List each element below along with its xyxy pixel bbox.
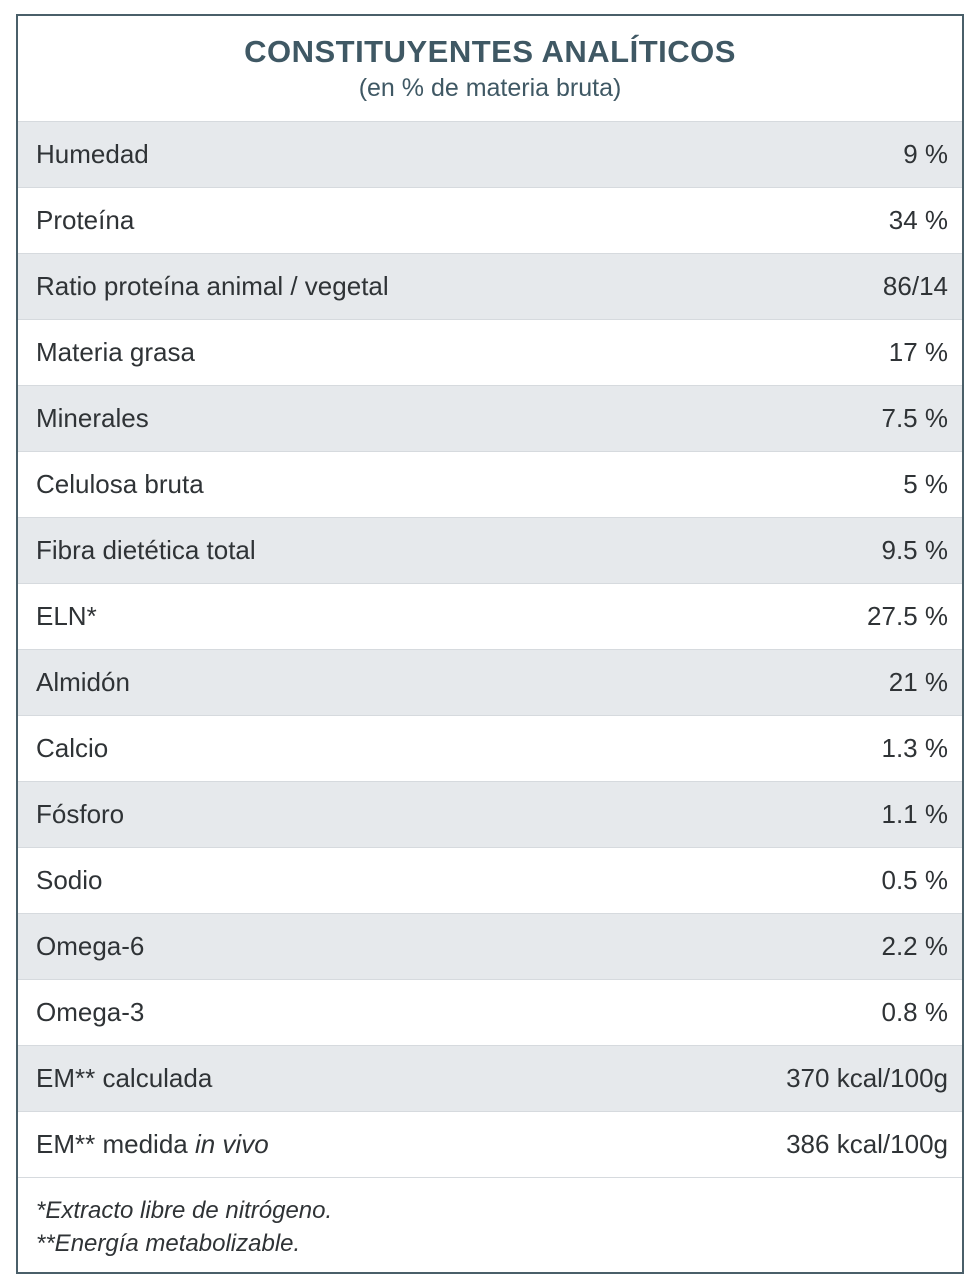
table-row: Omega-6 2.2 %	[18, 914, 962, 980]
row-value: 0.5 %	[881, 865, 949, 895]
row-value: 1.1 %	[881, 799, 949, 829]
footnotes: *Extracto libre de nitrógeno. **Energía …	[18, 1178, 962, 1260]
row-value: 0.8 %	[881, 997, 949, 1027]
row-label: ELN*	[36, 601, 97, 631]
row-label: Sodio	[36, 865, 103, 895]
table-row: Humedad 9 %	[18, 122, 962, 188]
row-value: 21 %	[888, 667, 948, 697]
analytical-constituents-table: CONSTITUYENTES ANALÍTICOS (en % de mater…	[16, 14, 964, 1274]
footnote-eln: *Extracto libre de nitrógeno.	[36, 1197, 333, 1224]
row-value: 34 %	[888, 205, 948, 235]
row-value: 17 %	[888, 337, 948, 367]
row-label: Fibra dietética total	[36, 535, 256, 565]
row-value: 386 kcal/100g	[786, 1129, 948, 1159]
row-value: 9 %	[903, 139, 948, 169]
table-row: Almidón 21 %	[18, 650, 962, 716]
table-row: Fósforo 1.1 %	[18, 782, 962, 848]
table-row: Proteína 34 %	[18, 188, 962, 254]
table-row: Ratio proteína animal / vegetal 86/14	[18, 254, 962, 320]
table-row: Sodio 0.5 %	[18, 848, 962, 914]
row-value: 5 %	[903, 469, 948, 499]
table-row: Calcio 1.3 %	[18, 716, 962, 782]
table-row: EM** medida in vivo 386 kcal/100g	[18, 1112, 962, 1178]
row-label: EM** medida in vivo	[36, 1129, 269, 1160]
table-row: Celulosa bruta 5 %	[18, 452, 962, 518]
row-label-prefix: EM** medida	[36, 1129, 195, 1159]
table-title: CONSTITUYENTES ANALÍTICOS	[244, 34, 736, 69]
row-value: 27.5 %	[867, 601, 948, 631]
table-row: Fibra dietética total 9.5 %	[18, 518, 962, 584]
table-header: CONSTITUYENTES ANALÍTICOS (en % de mater…	[18, 16, 962, 122]
row-label: Minerales	[36, 403, 149, 433]
row-label: Calcio	[36, 733, 109, 763]
row-label: Fósforo	[36, 799, 125, 829]
row-value: 86/14	[882, 271, 948, 301]
row-label: Celulosa bruta	[36, 469, 204, 499]
table-row: ELN* 27.5 %	[18, 584, 962, 650]
row-value: 2.2 %	[881, 931, 949, 961]
row-label: Almidón	[36, 667, 130, 697]
row-label: Proteína	[36, 205, 135, 235]
row-value: 7.5 %	[881, 403, 949, 433]
row-value: 9.5 %	[881, 535, 949, 565]
row-label: Omega-3	[36, 997, 145, 1027]
table-row: Minerales 7.5 %	[18, 386, 962, 452]
table-subtitle: (en % de materia bruta)	[358, 74, 622, 102]
row-value: 1.3 %	[881, 733, 949, 763]
table-body: Humedad 9 % Proteína 34 % Ratio proteína…	[18, 122, 962, 1178]
row-label: EM** calculada	[36, 1063, 213, 1093]
table-row: Omega-3 0.8 %	[18, 980, 962, 1046]
table-row: Materia grasa 17 %	[18, 320, 962, 386]
row-label-italic: in vivo	[194, 1129, 269, 1159]
row-label: Materia grasa	[36, 337, 195, 367]
table-row: EM** calculada 370 kcal/100g	[18, 1046, 962, 1112]
row-label: Ratio proteína animal / vegetal	[36, 271, 389, 301]
row-label: Humedad	[36, 139, 149, 169]
row-label: Omega-6	[36, 931, 145, 961]
footnote-em: **Energía metabolizable.	[36, 1230, 301, 1257]
row-value: 370 kcal/100g	[786, 1063, 948, 1093]
